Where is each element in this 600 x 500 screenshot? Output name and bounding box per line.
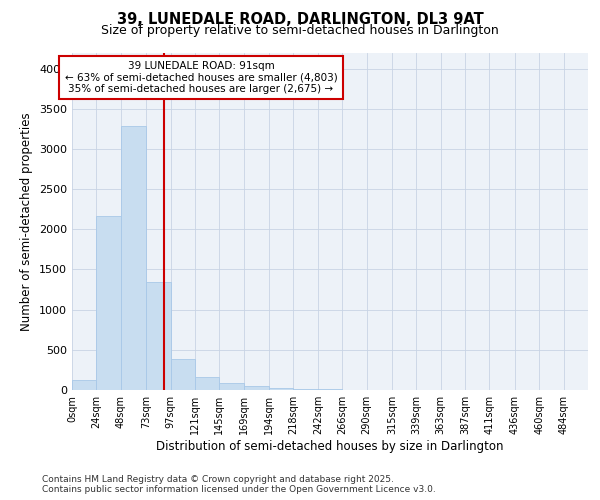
Text: Size of property relative to semi-detached houses in Darlington: Size of property relative to semi-detach… [101, 24, 499, 37]
Bar [318, 389, 342, 390]
Bar [72, 380, 97, 390]
Bar [244, 386, 269, 390]
Bar [121, 126, 146, 390]
Text: 39, LUNEDALE ROAD, DARLINGTON, DL3 9AT: 39, LUNEDALE ROAD, DARLINGTON, DL3 9AT [116, 12, 484, 28]
Bar [195, 376, 219, 390]
Text: 39 LUNEDALE ROAD: 91sqm
← 63% of semi-detached houses are smaller (4,803)
35% of: 39 LUNEDALE ROAD: 91sqm ← 63% of semi-de… [65, 61, 337, 94]
Bar [219, 383, 244, 390]
Bar [269, 388, 293, 390]
Text: Contains HM Land Registry data © Crown copyright and database right 2025.
Contai: Contains HM Land Registry data © Crown c… [42, 474, 436, 494]
X-axis label: Distribution of semi-detached houses by size in Darlington: Distribution of semi-detached houses by … [156, 440, 504, 453]
Bar [146, 282, 170, 390]
Bar [293, 388, 318, 390]
Bar [97, 216, 121, 390]
Y-axis label: Number of semi-detached properties: Number of semi-detached properties [20, 112, 34, 330]
Bar [170, 358, 195, 390]
